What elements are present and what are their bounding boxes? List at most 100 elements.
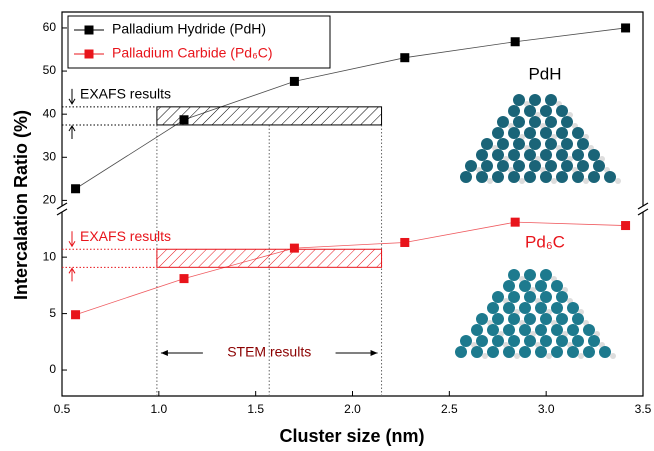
inset-atom xyxy=(588,335,600,347)
inset-atom xyxy=(513,160,525,172)
inset-atom xyxy=(577,138,589,150)
inset-atom xyxy=(588,171,600,183)
inset-atom xyxy=(513,116,525,128)
inset-atom xyxy=(524,313,536,325)
inset-atom xyxy=(524,335,536,347)
y-axis-label: Intercalation Ratio (%) xyxy=(11,110,31,300)
inset-atom xyxy=(508,105,520,117)
inset-atom xyxy=(508,313,520,325)
inset-atom xyxy=(476,335,488,347)
inset-atom xyxy=(593,160,605,172)
y-tick-label: 5 xyxy=(49,306,56,320)
legend-marker xyxy=(85,26,94,35)
inset-atom xyxy=(497,116,509,128)
inset-atom xyxy=(492,171,504,183)
legend: Palladium Hydride (PdH)Palladium Carbide… xyxy=(68,16,330,68)
y-tick-label: 50 xyxy=(43,63,57,77)
inset-atom xyxy=(599,346,611,358)
inset-atom xyxy=(503,346,515,358)
inset-atom xyxy=(572,149,584,161)
inset-atom xyxy=(556,335,568,347)
inset-atom xyxy=(540,127,552,139)
inset-atom xyxy=(519,302,531,314)
inset-atom xyxy=(540,313,552,325)
inset-atom xyxy=(465,160,477,172)
data-point xyxy=(621,221,630,230)
data-point xyxy=(511,37,520,46)
x-tick-label: 3.0 xyxy=(538,402,555,416)
inset-label: Pd₆C xyxy=(525,232,565,251)
y-tick-label: 0 xyxy=(49,362,56,376)
inset-atom xyxy=(540,291,552,303)
exafs-arrows xyxy=(69,89,75,139)
data-point xyxy=(290,77,299,86)
data-point xyxy=(71,310,80,319)
inset-atom xyxy=(476,171,488,183)
y-tick-label: 10 xyxy=(43,249,57,263)
inset-atom xyxy=(519,324,531,336)
inset-atom xyxy=(492,127,504,139)
inset-atom-small xyxy=(551,178,557,184)
exafs-label: EXAFS results xyxy=(80,86,171,102)
inset-atom xyxy=(561,116,573,128)
x-tick-label: 2.0 xyxy=(344,402,361,416)
inset-atom xyxy=(556,127,568,139)
y-tick-label: 30 xyxy=(43,149,57,163)
inset-atom xyxy=(529,160,541,172)
inset-atom xyxy=(481,138,493,150)
inset-atom xyxy=(540,149,552,161)
inset-atom-small xyxy=(583,178,589,184)
inset-atom-small xyxy=(615,178,621,184)
data-point xyxy=(180,115,189,124)
exafs-band xyxy=(157,107,382,125)
data-point xyxy=(511,218,520,227)
inset-atom xyxy=(503,280,515,292)
x-tick-label: 1.0 xyxy=(150,402,167,416)
inset-atom xyxy=(556,171,568,183)
inset-atom xyxy=(524,149,536,161)
exafs-band xyxy=(157,249,382,267)
inset-atom xyxy=(535,324,547,336)
legend-label: Palladium Hydride (PdH) xyxy=(112,21,266,37)
inset-atom xyxy=(524,171,536,183)
inset-atom xyxy=(556,291,568,303)
inset-atom-small xyxy=(519,178,525,184)
inset-atom-small xyxy=(546,353,552,359)
inset-atom xyxy=(508,171,520,183)
inset-atom xyxy=(551,324,563,336)
y-tick-label: 40 xyxy=(43,106,57,120)
inset-atom xyxy=(551,280,563,292)
inset-atom xyxy=(545,160,557,172)
data-point xyxy=(290,244,299,253)
x-tick-label: 3.5 xyxy=(635,402,652,416)
inset-atom-small xyxy=(514,353,520,359)
inset-atom xyxy=(497,138,509,150)
data-point xyxy=(400,238,409,247)
inset-atom xyxy=(513,138,525,150)
x-tick-label: 1.5 xyxy=(247,402,264,416)
inset-atom xyxy=(545,94,557,106)
x-tick-label: 2.5 xyxy=(441,402,458,416)
y-tick-label: 60 xyxy=(43,20,57,34)
inset-atom xyxy=(492,313,504,325)
inset-atom xyxy=(471,346,483,358)
inset-atom xyxy=(481,160,493,172)
inset-atom xyxy=(460,171,472,183)
inset-atom xyxy=(561,160,573,172)
legend-marker xyxy=(85,50,94,59)
inset-atom xyxy=(583,346,595,358)
inset-atom xyxy=(577,160,589,172)
inset-atom xyxy=(540,269,552,281)
inset-atom xyxy=(572,335,584,347)
data-point xyxy=(621,23,630,32)
inset-atom xyxy=(535,346,547,358)
inset-atom xyxy=(476,149,488,161)
inset-atom xyxy=(508,149,520,161)
inset-atom xyxy=(519,280,531,292)
x-tick-label: 0.5 xyxy=(54,402,71,416)
inset-atom xyxy=(572,171,584,183)
inset-atom xyxy=(540,335,552,347)
inset-atom xyxy=(535,280,547,292)
inset-atom xyxy=(508,335,520,347)
inset-atom xyxy=(492,291,504,303)
